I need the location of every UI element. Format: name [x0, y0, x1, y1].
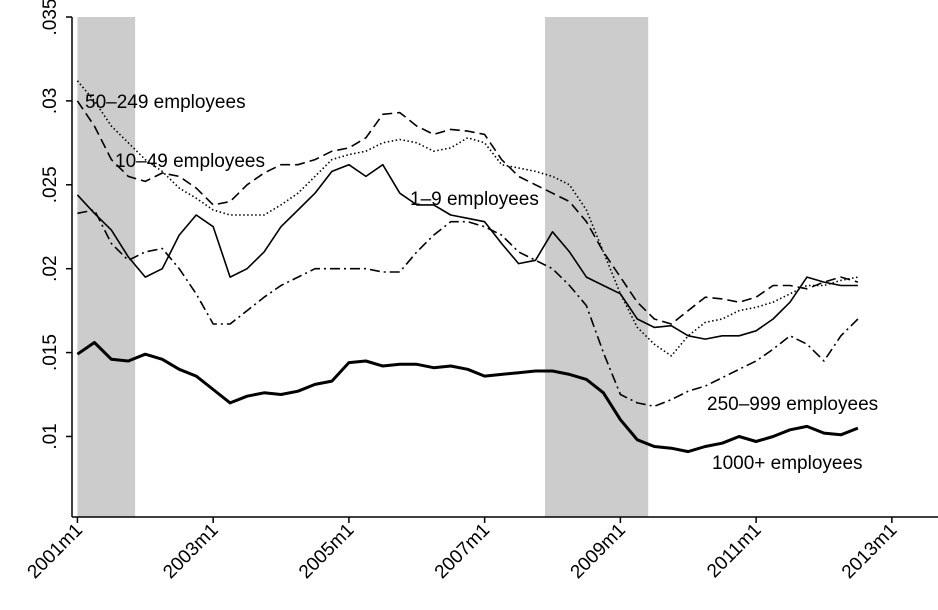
series-line [76, 341, 859, 454]
y-tick-label: .03 [40, 88, 61, 114]
series-line [77, 209, 859, 408]
y-tick-label: .025 [40, 166, 61, 203]
y-tick-label: .035 [40, 0, 61, 35]
recession-band [77, 17, 136, 517]
y-tick-label: .01 [40, 423, 61, 449]
series-line [76, 163, 858, 340]
series-label: 250–999 employees [707, 394, 878, 415]
series-label: 10–49 employees [115, 151, 265, 172]
x-tick-label: 2009m1 [567, 520, 630, 583]
series-line [76, 80, 859, 357]
y-tick-label: .02 [40, 255, 61, 281]
x-tick-label: 2007m1 [431, 520, 494, 583]
series-label: 1–9 employees [410, 189, 539, 210]
x-tick-label: 2013m1 [838, 520, 901, 583]
series-label: 50–249 employees [85, 92, 246, 113]
series-line [76, 100, 859, 325]
x-tick-label: 2001m1 [24, 520, 87, 583]
series-label: 1000+ employees [712, 453, 863, 474]
x-tick-label: 2005m1 [295, 520, 358, 583]
x-tick-label: 2011m1 [703, 520, 765, 582]
recession-band [545, 17, 649, 517]
x-tick-label: 2003m1 [159, 520, 222, 583]
y-tick-label: .015 [40, 334, 61, 371]
